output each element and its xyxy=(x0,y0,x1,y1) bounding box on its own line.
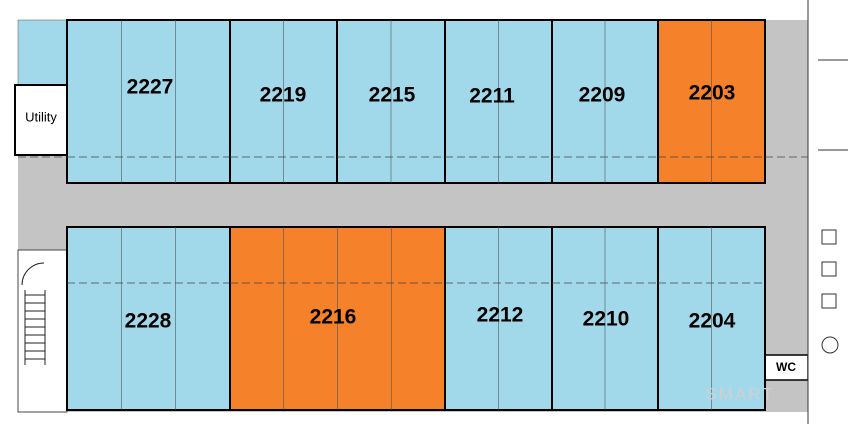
room xyxy=(66,19,231,184)
room-label: 2228 xyxy=(125,310,172,333)
adjacent-area xyxy=(808,0,848,424)
room-label: 2212 xyxy=(477,304,524,327)
room-label: 2227 xyxy=(127,76,174,99)
room-label: 2204 xyxy=(689,310,736,333)
wc-label: WC xyxy=(776,360,796,374)
room-label: 2219 xyxy=(260,84,307,107)
fixtures xyxy=(807,0,848,424)
room-label: 2210 xyxy=(583,308,630,331)
logo: SMART xyxy=(705,384,774,403)
rooms: 2227 2219 2215 2211 2209 2203 2228 2216 2212 2210… xyxy=(18,19,808,411)
room-label: 2209 xyxy=(579,84,626,107)
room-label: 2203 xyxy=(689,82,736,105)
room-label: 2215 xyxy=(369,84,416,107)
room xyxy=(66,226,231,411)
room-area xyxy=(17,19,68,86)
utility-room xyxy=(14,84,68,156)
stair-steps xyxy=(21,262,46,365)
room-label: 2216 xyxy=(310,306,357,329)
utility-label: Utility xyxy=(25,109,57,124)
room-label: 2211 xyxy=(469,85,515,108)
